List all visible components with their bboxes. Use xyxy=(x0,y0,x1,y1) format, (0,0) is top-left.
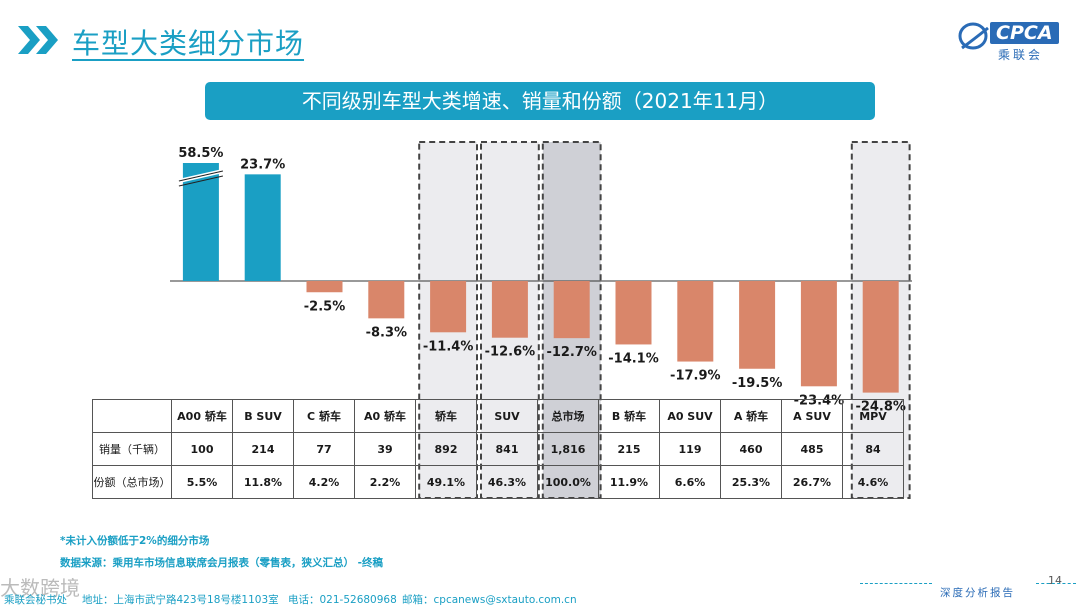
share-cell: 11.8% xyxy=(232,465,294,499)
sales-cell: 215 xyxy=(598,432,660,466)
column-header: B SUV xyxy=(232,399,294,433)
share-cell: 5.5% xyxy=(171,465,233,499)
column-header: A SUV xyxy=(781,399,843,433)
sales-cell: 77 xyxy=(293,432,355,466)
logo-text: CPCA xyxy=(990,22,1059,44)
column-header: MPV xyxy=(842,399,904,433)
bar xyxy=(306,281,343,293)
bar xyxy=(430,281,467,333)
sales-cell: 214 xyxy=(232,432,294,466)
page-title: 车型大类细分市场 xyxy=(72,27,305,60)
footer-phone: 电话：021-52680968 xyxy=(288,594,397,606)
chart-notes: *未计入份额低于2%的细分市场 数据来源：乘用车市场信息联席会月报表（零售表，狭… xyxy=(60,530,383,574)
sales-cell: 39 xyxy=(354,432,416,466)
column-header: 总市场 xyxy=(537,399,599,433)
sales-cell: 841 xyxy=(476,432,538,466)
report-tagline: 深度分析报告 xyxy=(940,587,1015,599)
share-cell: 6.6% xyxy=(659,465,721,499)
sales-cell: 84 xyxy=(842,432,904,466)
sales-cell: 100 xyxy=(171,432,233,466)
cpca-logo: CPCA 乘联会 xyxy=(958,18,1068,62)
data-label: -12.6% xyxy=(485,345,536,360)
footer-org: 乘联会秘书处 xyxy=(4,594,67,606)
data-label: 23.7% xyxy=(240,157,285,172)
row-label-share: 份额（总市场） xyxy=(92,465,172,499)
data-label: -11.4% xyxy=(423,339,474,354)
bar xyxy=(800,281,837,387)
column-header: A0 SUV xyxy=(659,399,721,433)
bar xyxy=(553,281,590,339)
share-cell: 49.1% xyxy=(415,465,477,499)
sales-cell: 892 xyxy=(415,432,477,466)
bar xyxy=(244,174,281,281)
chart-title-banner: 不同级别车型大类增速、销量和份额（2021年11月） xyxy=(205,82,875,120)
footer-address: 地址：上海市武宁路423号18号楼1103室 xyxy=(82,594,279,606)
bar xyxy=(615,281,652,345)
bar xyxy=(739,281,776,369)
sales-cell: 1,816 xyxy=(537,432,599,466)
footer-divider xyxy=(860,583,932,584)
bar xyxy=(368,281,405,319)
column-header: C 轿车 xyxy=(293,399,355,433)
table-header-row: A00 轿车 B SUV C 轿车 A0 轿车 轿车 SUV 总市场 B 轿车 … xyxy=(92,399,904,433)
logo-emblem-icon xyxy=(958,22,989,50)
share-cell: 25.3% xyxy=(720,465,782,499)
row-label-sales: 销量（千辆） xyxy=(92,432,172,466)
share-cell: 11.9% xyxy=(598,465,660,499)
footer-email: 邮箱：cpcanews@sxtauto.com.cn xyxy=(402,594,577,606)
bar xyxy=(491,281,528,338)
table-corner-cell xyxy=(92,399,172,433)
chevron-right-icon xyxy=(18,26,58,54)
data-source: 数据来源：乘用车市场信息联席会月报表（零售表，狭义汇总） -终稿 xyxy=(60,557,384,569)
column-header: 轿车 xyxy=(415,399,477,433)
footnote: *未计入份额低于2%的细分市场 xyxy=(60,535,210,547)
share-cell: 26.7% xyxy=(781,465,843,499)
axis-break-mark xyxy=(178,175,224,187)
page-number: 14 xyxy=(1048,574,1062,587)
column-header: B 轿车 xyxy=(598,399,660,433)
axis-break-mark xyxy=(178,170,224,182)
share-cell: 100.0% xyxy=(537,465,599,499)
footer-divider xyxy=(1036,583,1076,584)
data-label: -2.5% xyxy=(304,299,345,314)
sales-cell: 460 xyxy=(720,432,782,466)
data-label: -19.5% xyxy=(732,376,783,391)
share-cell: 4.6% xyxy=(842,465,904,499)
column-header: A0 轿车 xyxy=(354,399,416,433)
bar xyxy=(182,163,219,281)
data-label: -14.1% xyxy=(608,351,659,366)
data-label: 58.5% xyxy=(178,146,223,161)
table-row-share: 份额（总市场） 5.5% 11.8% 4.2% 2.2% 49.1% 46.3%… xyxy=(92,465,904,499)
sales-cell: 485 xyxy=(781,432,843,466)
sales-cell: 119 xyxy=(659,432,721,466)
data-label: -17.9% xyxy=(670,369,721,384)
share-cell: 2.2% xyxy=(354,465,416,499)
sales-share-table: A00 轿车 B SUV C 轿车 A0 轿车 轿车 SUV 总市场 B 轿车 … xyxy=(92,399,904,499)
table-row-sales: 销量（千辆） 100 214 77 39 892 841 1,816 215 1… xyxy=(92,432,904,466)
logo-subtitle: 乘联会 xyxy=(998,48,1044,62)
data-label: -12.7% xyxy=(546,345,597,360)
column-header: A00 轿车 xyxy=(171,399,233,433)
data-label: -8.3% xyxy=(366,325,407,340)
column-header: A 轿车 xyxy=(720,399,782,433)
watermark: 大数跨境 xyxy=(0,576,80,600)
bar xyxy=(862,281,899,393)
share-cell: 4.2% xyxy=(293,465,355,499)
share-cell: 46.3% xyxy=(476,465,538,499)
column-header: SUV xyxy=(476,399,538,433)
bar xyxy=(677,281,714,362)
